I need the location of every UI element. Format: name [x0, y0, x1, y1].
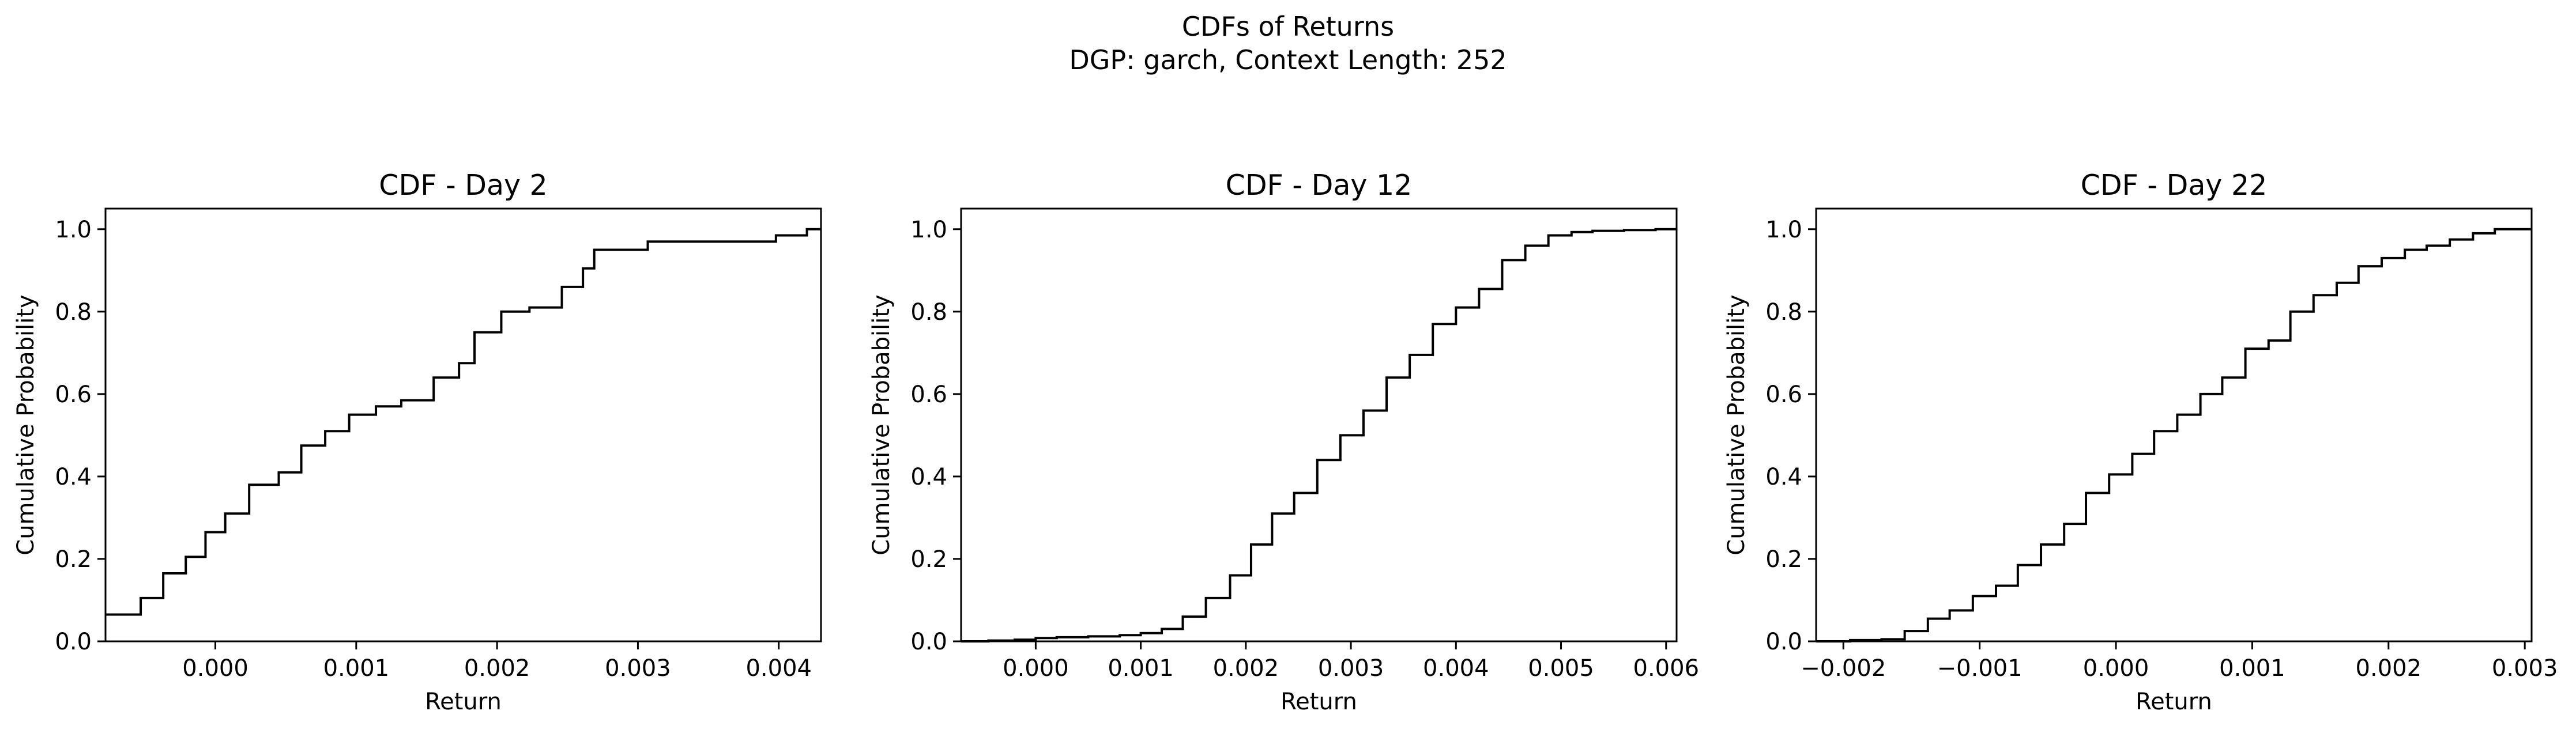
x-tick-label: 0.000 [2083, 655, 2149, 682]
x-tick-label: 0.000 [182, 655, 248, 682]
x-axis-label: Return [1281, 689, 1357, 715]
x-tick-label: 0.001 [2219, 655, 2285, 682]
y-tick-label: 0.8 [55, 299, 92, 326]
x-tick-label: 0.001 [323, 655, 390, 682]
y-tick-label: 0.4 [55, 464, 92, 490]
x-tick-label: 0.001 [1108, 655, 1174, 682]
x-tick-label: 0.003 [1318, 655, 1384, 682]
y-tick-label: 1.0 [1765, 217, 1802, 243]
y-tick-label: 0.8 [1765, 299, 1802, 326]
cdf-step-line [106, 228, 821, 616]
y-tick-label: 0.6 [1765, 381, 1802, 408]
y-axis-label: Cumulative Probability [13, 294, 39, 555]
figure-suptitle-line1: CDFs of Returns [1182, 11, 1394, 42]
y-axis-label: Cumulative Probability [1723, 294, 1750, 555]
y-tick-label: 0.8 [910, 299, 947, 326]
x-tick-label: −0.001 [1937, 655, 2023, 682]
subplot-title: CDF - Day 2 [379, 169, 547, 202]
x-axis-label: Return [2136, 689, 2212, 715]
y-tick-label: 1.0 [55, 217, 92, 243]
figure-suptitle-line2: DGP: garch, Context Length: 252 [1069, 44, 1507, 75]
subplot-1: CDF - Day 2 0.000 0.001 0.002 0.003 0.004 0.0 0… [13, 169, 822, 715]
y-tick-label: 0.6 [55, 381, 92, 408]
x-tick-label: 0.002 [1213, 655, 1279, 682]
axes-frame [1815, 207, 2533, 642]
x-tick-label: 0.006 [1633, 655, 1700, 682]
subplot-2: CDF - Day 12 0.000 0.001 0.002 0.003 0.004 0.0… [868, 169, 1699, 715]
subplot-3: CDF - Day 22 −0.002 −0.001 0.000 0.001 0.002 0… [1723, 169, 2558, 715]
x-tick-label: 0.004 [745, 655, 812, 682]
x-tick-label: 0.003 [2492, 655, 2558, 682]
x-tick-label: 0.000 [1003, 655, 1069, 682]
y-axis-label: Cumulative Probability [868, 294, 895, 555]
x-tick-label: 0.002 [464, 655, 530, 682]
y-tick-label: 0.2 [1765, 546, 1802, 573]
cdf-step-line [961, 228, 1677, 642]
x-tick-label: 0.002 [2356, 655, 2422, 682]
y-tick-label: 0.2 [910, 546, 947, 573]
y-tick-label: 0.2 [55, 546, 92, 573]
subplot-title: CDF - Day 22 [2081, 169, 2268, 202]
y-tick-label: 0.4 [910, 464, 947, 490]
subplots-container: CDF - Day 20.000 0.001 0.002 0.003 0.0040.00… [13, 169, 2558, 715]
x-tick-label: −0.002 [1801, 655, 1886, 682]
subplot-title: CDF - Day 12 [1226, 169, 1413, 202]
y-tick-label: 1.0 [910, 217, 947, 243]
x-axis-label: Return [425, 689, 502, 715]
y-tick-label: 0.0 [1765, 629, 1802, 655]
x-tick-label: 0.005 [1528, 655, 1594, 682]
y-tick-label: 0.4 [1765, 464, 1802, 490]
axes-frame [960, 207, 1678, 642]
x-tick-label: 0.004 [1423, 655, 1489, 682]
axes-frame [104, 207, 822, 642]
cdf-step-line [1816, 228, 2532, 642]
y-tick-label: 0.0 [910, 629, 947, 655]
y-tick-label: 0.0 [55, 629, 92, 655]
y-tick-label: 0.6 [910, 381, 947, 408]
x-tick-label: 0.003 [605, 655, 671, 682]
